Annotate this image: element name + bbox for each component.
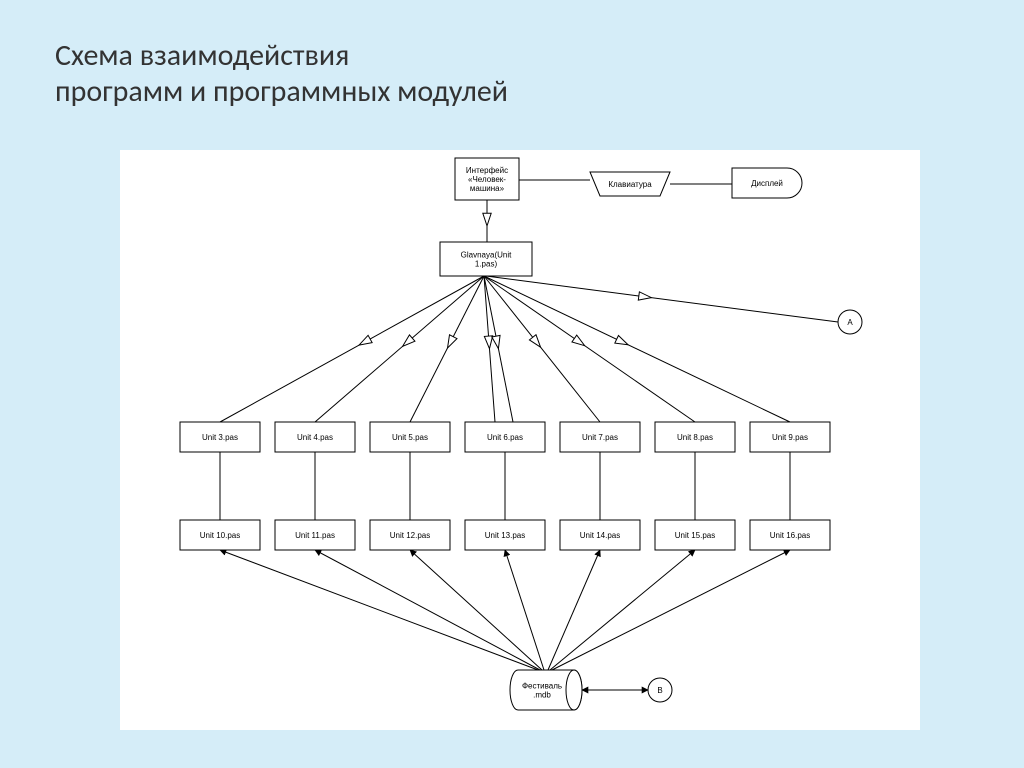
diagram-canvas: Интерфейс«Человек-машина» Клавиатура Диспл… <box>120 150 920 730</box>
svg-text:Unit 10.pas: Unit 10.pas <box>200 531 240 540</box>
svg-text:«Человек-: «Человек- <box>468 175 506 184</box>
diagram-svg: Интерфейс«Человек-машина» Клавиатура Диспл… <box>120 150 920 730</box>
svg-text:.mdb: .mdb <box>533 690 551 699</box>
svg-text:Unit 13.pas: Unit 13.pas <box>485 531 525 540</box>
svg-text:Unit 8.pas: Unit 8.pas <box>677 433 713 442</box>
svg-text:Unit 11.pas: Unit 11.pas <box>295 531 335 540</box>
svg-text:Unit 6.pas: Unit 6.pas <box>487 433 523 442</box>
slide-title: Схема взаимодействия программ и программ… <box>55 38 508 110</box>
title-line-1: Схема взаимодействия <box>55 38 508 74</box>
svg-text:Unit 9.pas: Unit 9.pas <box>772 433 808 442</box>
svg-text:Фестиваль: Фестиваль <box>522 681 562 690</box>
svg-text:A: A <box>847 318 853 327</box>
svg-text:1.pas): 1.pas) <box>475 259 498 268</box>
title-line-2: программ и программных модулей <box>55 74 508 110</box>
svg-text:Unit 16.pas: Unit 16.pas <box>770 531 810 540</box>
svg-text:Glavnaya(Unit: Glavnaya(Unit <box>461 250 512 259</box>
svg-text:B: B <box>657 686 662 695</box>
svg-text:Unit 12.pas: Unit 12.pas <box>390 531 430 540</box>
svg-text:Unit 15.pas: Unit 15.pas <box>675 531 715 540</box>
svg-text:машина»: машина» <box>470 184 505 193</box>
svg-text:Дисплей: Дисплей <box>751 179 783 188</box>
svg-text:Unit 14.pas: Unit 14.pas <box>580 531 620 540</box>
svg-text:Интерфейс: Интерфейс <box>466 166 508 175</box>
svg-text:Клавиатура: Клавиатура <box>608 180 652 189</box>
svg-text:Unit 5.pas: Unit 5.pas <box>392 433 428 442</box>
svg-text:Unit 3.pas: Unit 3.pas <box>202 433 238 442</box>
svg-text:Unit 7.pas: Unit 7.pas <box>582 433 618 442</box>
svg-text:Unit 4.pas: Unit 4.pas <box>297 433 333 442</box>
